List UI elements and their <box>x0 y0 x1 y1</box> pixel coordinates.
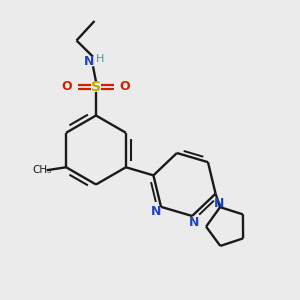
Text: O: O <box>120 80 130 94</box>
Text: O: O <box>61 80 72 94</box>
Text: H: H <box>96 54 105 64</box>
Text: N: N <box>188 216 199 229</box>
Text: CH₃: CH₃ <box>32 165 52 175</box>
Text: N: N <box>84 55 94 68</box>
Text: S: S <box>91 80 101 94</box>
Text: N: N <box>214 197 224 210</box>
Text: N: N <box>151 205 161 218</box>
